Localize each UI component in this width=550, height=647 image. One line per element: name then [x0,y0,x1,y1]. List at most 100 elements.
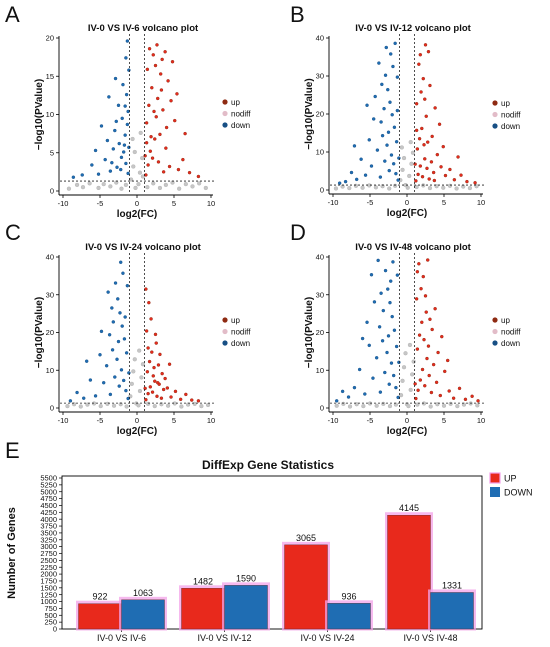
point-down [122,143,127,147]
point-nodiff [98,403,103,409]
point-up [149,134,153,139]
bar-value-label: 1482 [193,576,213,586]
point-down [111,320,116,324]
legend-label-nodiff: nodiff [501,327,521,336]
point-down [117,141,121,146]
point-up [160,57,164,62]
point-nodiff [80,185,86,190]
plot-frame [61,475,483,630]
category-label: IV-0 VS IV-12 [197,633,251,643]
point-down [360,336,365,341]
point-up [148,385,153,389]
point-down [119,368,124,372]
point-up [463,397,468,402]
legend-label-nodiff: nodiff [501,110,521,119]
bar-chart-e: E DiffExp Gene Statistics Number of Genes 0… [5,438,533,643]
series-nodiff [66,130,208,191]
point-down [110,160,114,165]
legend: up nodiff down [222,98,251,130]
y-tick-label: 0 [50,187,54,196]
point-up [190,398,194,402]
bar-down [224,585,268,630]
point-up [150,350,154,354]
point-up [427,177,431,181]
point-up [151,53,156,57]
point-down [369,164,374,168]
x-tick-label: 10 [477,198,485,207]
point-nodiff [66,186,72,191]
x-axis-label: log2(FC) [387,426,428,437]
point-up [420,174,425,179]
bar-up [78,603,122,630]
point-down [117,384,121,388]
point-up [158,72,163,76]
point-down [376,258,380,263]
y-tick-label: 30 [46,290,54,299]
point-down [374,356,379,360]
point-up [147,300,151,305]
y-tick-label: 40 [316,34,324,43]
point-up [155,96,160,101]
point-down [118,311,122,315]
point-up [425,258,430,262]
point-up [166,79,170,83]
point-up [422,143,426,147]
bar-down [327,603,371,630]
y-tick-label: 0 [320,404,324,413]
point-up [459,173,463,177]
legend-label-down: down [231,339,250,348]
point-down [121,150,126,154]
point-down [125,283,130,288]
point-down [394,385,398,390]
volcano-plot-b: B IV-0 VS IV-12 volcano plot -10 -5 0 5 10 0 10 2… [290,2,521,219]
point-up [144,397,148,402]
point-up [155,43,159,47]
chart-title: DiffExp Gene Statistics [202,458,334,472]
point-nodiff [140,362,146,367]
bar-up [387,515,431,630]
bar-value-label: 936 [341,591,356,601]
point-up [426,344,431,348]
legend-swatch-nodiff [492,328,498,335]
point-down [378,390,383,394]
point-nodiff [137,170,143,175]
y-tick-label: 10 [316,148,324,157]
point-nodiff [475,403,480,408]
point-nodiff [101,181,106,187]
y-tick-label: 0 [53,625,57,634]
point-nodiff [428,404,433,409]
legend-swatch-up [492,317,498,323]
point-down [124,92,129,97]
y-tick-label: 20 [46,34,54,43]
legend: up nodiff down [222,316,251,348]
point-nodiff [157,185,163,191]
point-down [394,140,399,144]
point-down [379,120,383,124]
y-tick-label: 2000 [40,570,57,579]
legend-swatch-nodiff [222,110,228,117]
point-up [423,97,427,101]
point-down [118,260,123,265]
point-up [415,269,420,274]
point-down [396,395,400,400]
point-down [126,171,130,176]
series-up [413,258,480,403]
bar-value-label: 1590 [236,573,256,583]
point-down [125,39,130,43]
point-up [148,149,153,153]
bar-value-label: 4145 [399,503,419,513]
point-down [383,370,387,375]
point-up [428,317,432,322]
y-tick-label: 3500 [40,529,57,538]
point-down [103,157,107,162]
point-down [386,334,391,338]
point-up [452,178,457,182]
point-nodiff [197,181,202,186]
y-tick-label: 3750 [40,522,57,531]
point-down [385,350,389,355]
point-nodiff [408,387,413,393]
y-tick-label: 30 [316,290,324,299]
series-up [413,43,477,185]
point-down [98,353,102,357]
x-tick-label: -10 [328,198,339,207]
